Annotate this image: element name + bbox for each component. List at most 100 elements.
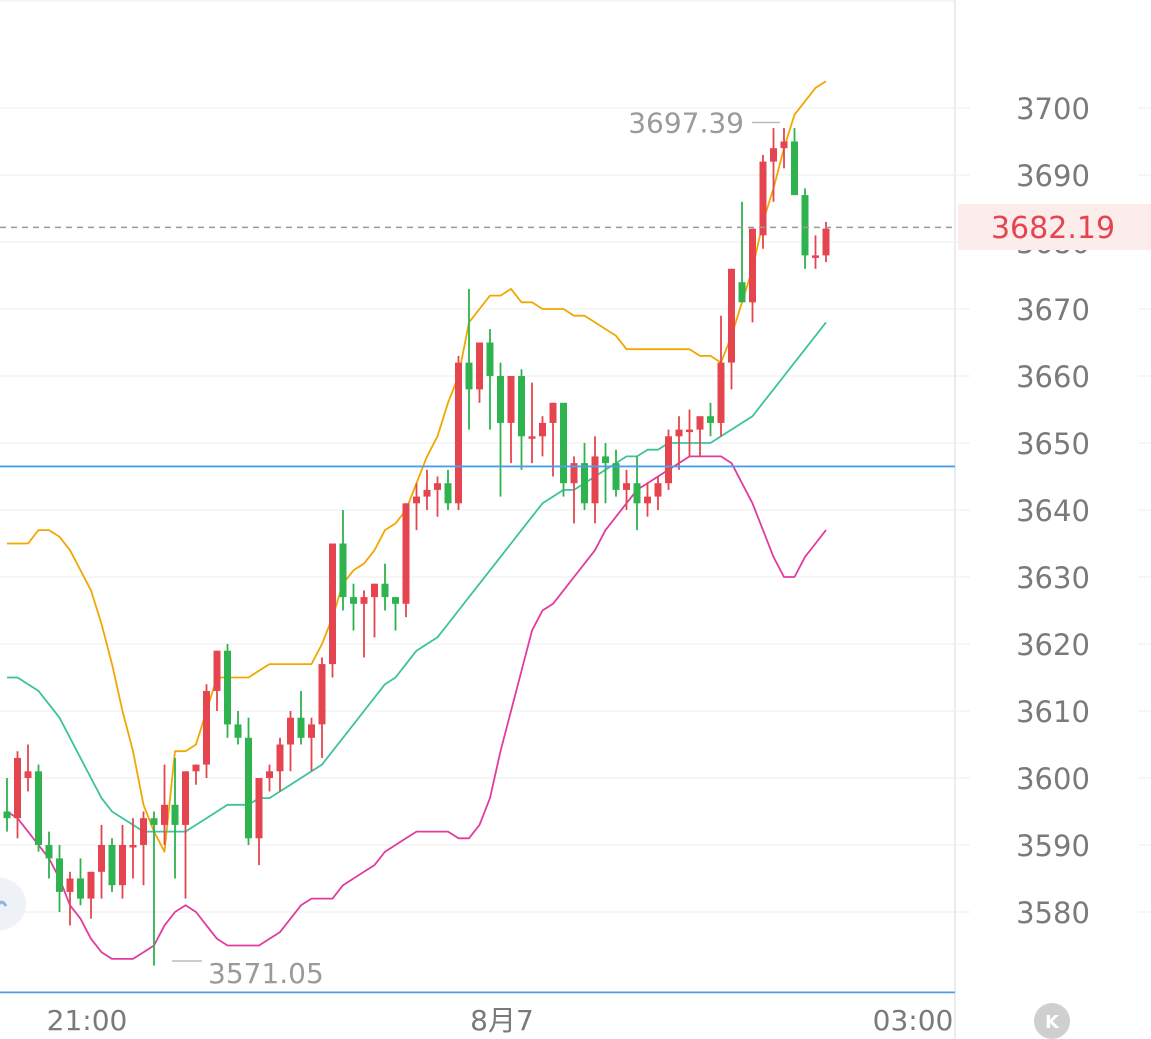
candle-body xyxy=(140,818,147,845)
candle xyxy=(381,563,389,611)
candle-body xyxy=(738,282,746,303)
candle xyxy=(717,315,725,437)
candle-body xyxy=(444,483,452,504)
candle-body xyxy=(780,141,788,149)
candle xyxy=(497,362,504,497)
candle-body xyxy=(486,342,494,376)
candle-body xyxy=(413,496,420,504)
time-tick-label: 03:00 xyxy=(873,1004,954,1037)
candle xyxy=(308,717,315,772)
candle xyxy=(213,650,221,711)
candle-body xyxy=(717,362,725,423)
candle-body xyxy=(770,148,777,162)
candle-body xyxy=(518,376,525,437)
candle xyxy=(749,228,756,323)
candle xyxy=(255,778,263,866)
candle xyxy=(686,409,693,457)
candle-body xyxy=(402,503,410,604)
candle-body xyxy=(528,436,536,439)
candle xyxy=(465,288,473,430)
candle-body xyxy=(287,717,294,745)
candle-body xyxy=(350,597,357,604)
candle-body xyxy=(633,483,641,504)
candle xyxy=(644,483,651,517)
candle-body xyxy=(791,141,798,196)
candle xyxy=(392,597,399,631)
candle xyxy=(549,402,557,477)
time-tick-label: 8月7 xyxy=(470,1004,534,1037)
candle-body xyxy=(213,650,221,691)
candle-body xyxy=(665,436,672,484)
candle-body xyxy=(381,583,389,598)
candle-body xyxy=(707,416,714,423)
candle xyxy=(770,128,777,202)
candle-body xyxy=(612,463,620,490)
candle xyxy=(350,583,357,631)
candle xyxy=(728,268,735,390)
price-tick-label: 3620 xyxy=(1016,628,1090,662)
candle xyxy=(675,416,683,470)
candle-body xyxy=(686,429,693,433)
candle xyxy=(633,456,641,531)
candle-body xyxy=(623,483,630,490)
candle xyxy=(455,355,462,510)
candle-body xyxy=(276,744,284,772)
candles xyxy=(3,128,830,966)
candle xyxy=(45,831,53,879)
price-tick-label: 3650 xyxy=(1016,427,1090,461)
candle xyxy=(150,811,158,966)
candle xyxy=(171,757,179,879)
band-lower xyxy=(6,455,827,960)
candle xyxy=(780,128,788,169)
candle-body xyxy=(539,422,546,437)
candle xyxy=(581,443,588,510)
candle xyxy=(791,128,798,196)
candle-body xyxy=(108,845,116,886)
candle xyxy=(87,871,95,919)
price-tick-label: 3590 xyxy=(1016,829,1090,863)
candle-body xyxy=(255,778,263,839)
reference-lines xyxy=(0,226,955,994)
current-price-tag: 3682.19 xyxy=(958,204,1151,250)
candle-body xyxy=(266,771,273,778)
candle xyxy=(234,711,242,745)
candle xyxy=(665,429,672,490)
price-tick-label: 3670 xyxy=(1016,293,1090,327)
candle-body xyxy=(822,228,830,256)
price-tick-label: 3630 xyxy=(1016,561,1090,595)
candle xyxy=(801,188,809,269)
candle xyxy=(182,771,189,899)
candle-body xyxy=(14,757,21,819)
candle xyxy=(3,778,11,832)
candle xyxy=(77,858,84,906)
candle xyxy=(161,764,168,845)
candle-body xyxy=(644,496,651,504)
candle-body xyxy=(812,255,819,258)
candle-body xyxy=(192,764,200,772)
candle-body xyxy=(392,597,399,604)
current-price-label: 3682.19 xyxy=(991,211,1115,246)
candle xyxy=(654,476,662,510)
candle xyxy=(707,402,714,437)
candle-body xyxy=(423,489,431,497)
candle xyxy=(245,717,252,845)
price-tick-label: 3580 xyxy=(1016,896,1090,930)
side-toggle-button[interactable] xyxy=(0,878,26,930)
price-tick-label: 3700 xyxy=(1016,92,1090,126)
candle-body xyxy=(35,771,42,845)
candle xyxy=(224,644,231,738)
candle-body xyxy=(476,342,483,390)
candle-body xyxy=(87,871,95,899)
candle-body xyxy=(549,402,557,423)
candle xyxy=(444,469,452,510)
candle-body xyxy=(234,724,242,738)
candle-body xyxy=(56,858,63,892)
candle xyxy=(623,469,630,510)
k-line-button[interactable]: K xyxy=(1034,1003,1070,1039)
candle-body xyxy=(749,228,756,303)
candle xyxy=(318,657,326,758)
candle-body xyxy=(560,402,567,484)
candle-body xyxy=(98,845,105,872)
candle-body xyxy=(360,597,368,604)
